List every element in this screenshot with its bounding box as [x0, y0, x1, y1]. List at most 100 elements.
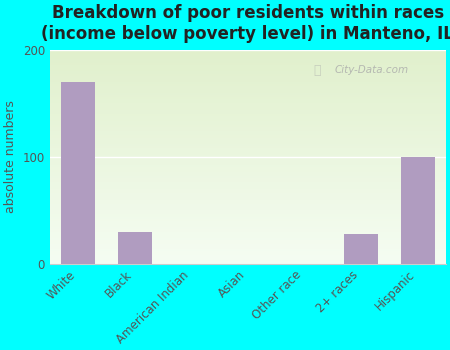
Bar: [50, 246, 446, 248]
Bar: [50, 236, 446, 238]
Bar: [50, 231, 446, 234]
Bar: [50, 80, 446, 82]
Bar: [50, 253, 446, 255]
Bar: [50, 101, 446, 104]
Bar: [50, 259, 446, 261]
Bar: [50, 172, 446, 174]
Bar: [61, 82, 95, 264]
Bar: [50, 210, 446, 212]
Text: 🌐: 🌐: [313, 64, 321, 77]
Bar: [50, 61, 446, 63]
Bar: [50, 142, 446, 144]
Bar: [50, 50, 446, 52]
Bar: [50, 197, 446, 199]
Bar: [50, 206, 446, 208]
Bar: [50, 135, 446, 138]
Bar: [50, 71, 446, 74]
Bar: [50, 133, 446, 135]
Bar: [50, 180, 446, 182]
Bar: [50, 138, 446, 140]
Bar: [50, 153, 446, 155]
Bar: [50, 122, 446, 125]
Bar: [50, 125, 446, 127]
Bar: [50, 104, 446, 106]
Bar: [50, 63, 446, 65]
Bar: [50, 157, 446, 159]
Bar: [50, 215, 446, 217]
Bar: [50, 174, 446, 176]
Bar: [50, 56, 446, 58]
Bar: [50, 146, 446, 148]
Bar: [50, 240, 446, 242]
Bar: [400, 157, 435, 264]
Bar: [50, 227, 446, 229]
Bar: [50, 89, 446, 91]
Bar: [50, 78, 446, 80]
Bar: [50, 144, 446, 146]
Bar: [50, 204, 446, 206]
Text: City-Data.com: City-Data.com: [335, 65, 409, 75]
Bar: [50, 120, 446, 122]
Bar: [50, 219, 446, 221]
Bar: [50, 221, 446, 223]
Bar: [50, 251, 446, 253]
Bar: [50, 74, 446, 76]
Bar: [50, 176, 446, 178]
Bar: [50, 184, 446, 187]
Bar: [50, 112, 446, 114]
Bar: [50, 212, 446, 215]
Bar: [50, 199, 446, 202]
Bar: [50, 114, 446, 116]
Bar: [50, 67, 446, 69]
Y-axis label: absolute numbers: absolute numbers: [4, 100, 17, 213]
Bar: [50, 95, 446, 97]
Bar: [50, 131, 446, 133]
Bar: [50, 178, 446, 180]
Bar: [50, 257, 446, 259]
Bar: [50, 52, 446, 54]
Bar: [50, 116, 446, 118]
Bar: [50, 150, 446, 153]
Bar: [50, 140, 446, 142]
Bar: [50, 65, 446, 67]
Bar: [50, 93, 446, 95]
Bar: [50, 208, 446, 210]
Bar: [50, 82, 446, 84]
Bar: [50, 54, 446, 56]
Bar: [50, 84, 446, 86]
Bar: [50, 255, 446, 257]
Bar: [50, 76, 446, 78]
Bar: [50, 110, 446, 112]
Bar: [50, 248, 446, 251]
Bar: [50, 91, 446, 93]
Bar: [344, 234, 378, 264]
Bar: [50, 229, 446, 231]
Bar: [50, 161, 446, 163]
Bar: [50, 195, 446, 197]
Bar: [50, 193, 446, 195]
Bar: [50, 238, 446, 240]
Bar: [50, 244, 446, 246]
Bar: [50, 234, 446, 236]
Bar: [50, 187, 446, 189]
Bar: [50, 148, 446, 150]
Bar: [50, 163, 446, 165]
Bar: [50, 182, 446, 184]
Bar: [50, 261, 446, 264]
Bar: [50, 58, 446, 61]
Bar: [50, 99, 446, 101]
Bar: [50, 189, 446, 191]
Bar: [50, 217, 446, 219]
Bar: [50, 191, 446, 193]
Bar: [50, 165, 446, 168]
Bar: [50, 170, 446, 172]
Bar: [50, 168, 446, 170]
Bar: [50, 159, 446, 161]
Bar: [50, 223, 446, 225]
Bar: [50, 242, 446, 244]
Title: Breakdown of poor residents within races
(income below poverty level) in Manteno: Breakdown of poor residents within races…: [41, 4, 450, 43]
Bar: [50, 69, 446, 71]
Bar: [50, 118, 446, 120]
Bar: [118, 231, 152, 264]
Bar: [50, 108, 446, 110]
